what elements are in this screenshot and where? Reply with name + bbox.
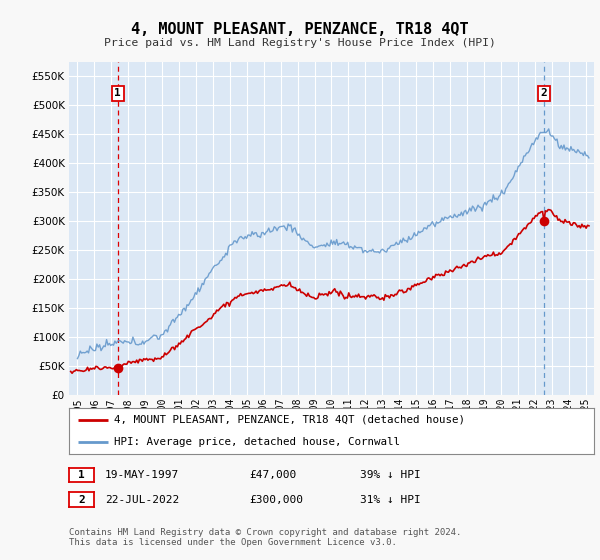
Text: 19-MAY-1997: 19-MAY-1997 [105,470,179,480]
Text: 31% ↓ HPI: 31% ↓ HPI [360,494,421,505]
Text: 2: 2 [78,494,85,505]
Text: 39% ↓ HPI: 39% ↓ HPI [360,470,421,480]
Text: 1: 1 [78,470,85,480]
Text: Price paid vs. HM Land Registry's House Price Index (HPI): Price paid vs. HM Land Registry's House … [104,38,496,48]
Text: £47,000: £47,000 [249,470,296,480]
Text: 4, MOUNT PLEASANT, PENZANCE, TR18 4QT: 4, MOUNT PLEASANT, PENZANCE, TR18 4QT [131,22,469,38]
Text: 2: 2 [541,88,547,99]
Text: £300,000: £300,000 [249,494,303,505]
Text: 4, MOUNT PLEASANT, PENZANCE, TR18 4QT (detached house): 4, MOUNT PLEASANT, PENZANCE, TR18 4QT (d… [113,414,464,424]
Text: 22-JUL-2022: 22-JUL-2022 [105,494,179,505]
Text: Contains HM Land Registry data © Crown copyright and database right 2024.
This d: Contains HM Land Registry data © Crown c… [69,528,461,547]
Text: HPI: Average price, detached house, Cornwall: HPI: Average price, detached house, Corn… [113,437,400,447]
Text: 1: 1 [115,88,121,99]
